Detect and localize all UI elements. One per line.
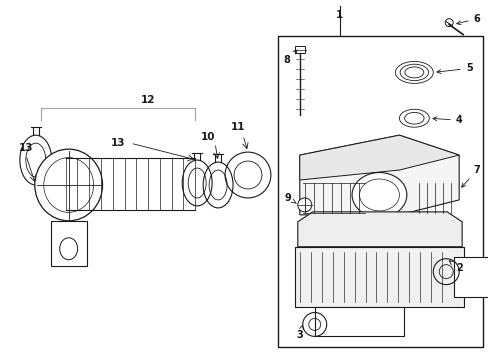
Text: 1: 1 [335,10,343,20]
Text: 7: 7 [461,165,480,187]
Text: 9: 9 [284,193,296,203]
Polygon shape [297,212,461,247]
Text: 5: 5 [436,63,471,73]
Text: 2: 2 [448,261,462,273]
Text: 13: 13 [19,143,33,153]
Polygon shape [299,135,458,215]
Bar [277,36,482,347]
Ellipse shape [351,172,406,217]
Text: 12: 12 [141,95,155,105]
Bar [314,306,404,336]
Text: 11: 11 [230,122,245,132]
Text: 4: 4 [432,115,462,125]
Text: 8: 8 [283,50,297,66]
Ellipse shape [35,149,102,221]
Bar [51,221,86,266]
Bar [294,247,463,306]
Bar [453,257,488,297]
Circle shape [444,19,452,27]
Text: 6: 6 [456,14,480,24]
Text: 13: 13 [111,138,125,148]
Polygon shape [299,135,458,180]
Ellipse shape [359,179,399,211]
Text: 3: 3 [296,325,303,341]
Bar [294,45,304,54]
Circle shape [297,198,311,212]
Text: 10: 10 [201,132,215,142]
